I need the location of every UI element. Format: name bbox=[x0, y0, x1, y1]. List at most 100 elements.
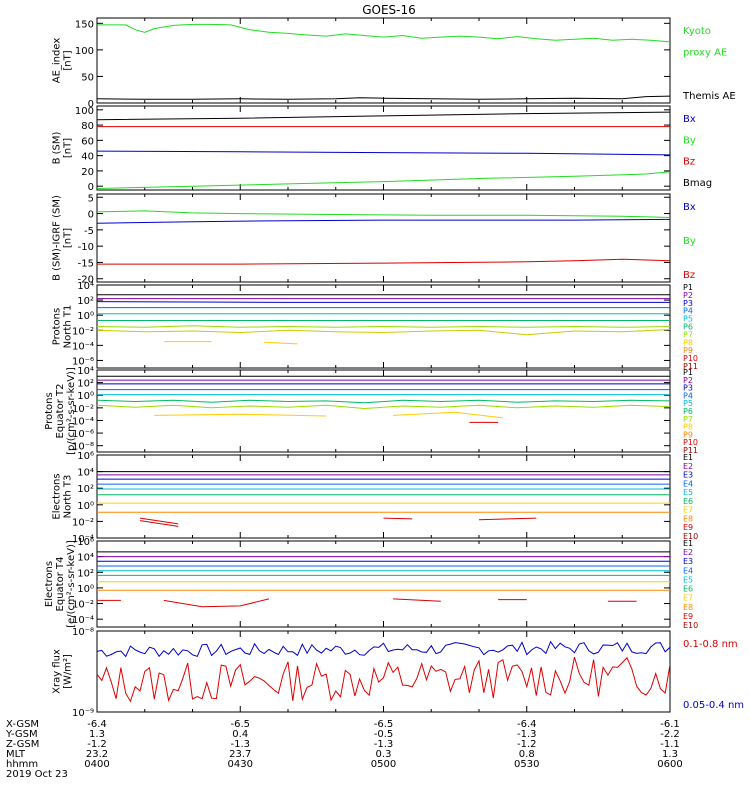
ephemeris-value: -1.3 bbox=[517, 729, 537, 740]
series-line-kyoto-proxy-ae bbox=[97, 23, 670, 43]
y-axis-label: [p/(cm²-s-sr-keV)] bbox=[66, 367, 77, 455]
legend-entry: Themis AE bbox=[682, 91, 736, 102]
series-line-p3 bbox=[97, 301, 670, 303]
y-tick-label: 10⁻² bbox=[72, 326, 94, 337]
y-tick-label: 10⁻² bbox=[72, 404, 94, 415]
y-axis-label: Electrons bbox=[44, 561, 55, 607]
y-tick-label: 10⁻⁴ bbox=[72, 534, 94, 545]
legend-entry: proxy AE bbox=[683, 48, 727, 59]
y-tick-label: 150 bbox=[75, 19, 94, 30]
y-tick-label: 10⁴ bbox=[77, 468, 94, 479]
series-line-by bbox=[97, 210, 670, 218]
y-tick-label: 20 bbox=[81, 167, 94, 178]
series-line-e9 bbox=[139, 517, 179, 525]
series-line-e9 bbox=[478, 517, 537, 521]
legend-entry: E8 bbox=[683, 514, 693, 523]
y-axis-label: North T3 bbox=[63, 475, 74, 519]
series-line-bx bbox=[97, 150, 670, 156]
y-axis-label: North T1 bbox=[63, 305, 74, 349]
series-line-e9 bbox=[393, 598, 441, 602]
y-tick-label: 10⁻⁴ bbox=[72, 416, 94, 427]
y-tick-label: 10⁻⁴ bbox=[72, 341, 94, 352]
y-tick-label: 10⁻⁴ bbox=[72, 615, 94, 626]
ephemeris-value: -1.3 bbox=[374, 739, 394, 750]
y-tick-label: 10⁻⁹ bbox=[72, 708, 94, 719]
legend-entry: P11 bbox=[683, 446, 698, 455]
ephemeris-table: X-GSM -6.4 -6.5 -6.5 -6.4 -6.1 Y-GSM 1.3 0.4 -0.5… bbox=[5, 719, 683, 780]
legend-entry: P6 bbox=[683, 407, 693, 416]
ephemeris-row-label: X-GSM bbox=[6, 719, 39, 730]
panel-pnorth: 10⁴ 10² 10⁰ 10⁻² 10⁻⁴ 10⁻⁶ Protons North T1 P1P2… bbox=[52, 281, 699, 371]
legend-entry: P9 bbox=[683, 346, 693, 355]
ephemeris-value: -1.3 bbox=[230, 739, 250, 750]
y-tick-label: 10⁴ bbox=[77, 553, 94, 564]
ephemeris-row-label: MLT bbox=[6, 749, 26, 760]
y-tick-label: 10⁰ bbox=[77, 311, 94, 322]
legend-entry: E2 bbox=[683, 548, 693, 557]
series-line-p6 bbox=[97, 399, 670, 404]
ephemeris-value: 0530 bbox=[514, 759, 539, 770]
legend-entry: Bx bbox=[683, 202, 696, 213]
y-tick-label: 10⁰ bbox=[77, 584, 94, 595]
series-line-bz bbox=[97, 258, 670, 265]
date-label: 2019 Oct 23 bbox=[6, 769, 68, 780]
y-tick-label: 10⁶ bbox=[77, 537, 94, 548]
series-line-0-1-0-8-nm bbox=[97, 656, 670, 703]
legend-entry: P8 bbox=[683, 423, 693, 432]
panel-frame bbox=[96, 369, 671, 453]
legend-entry: E10 bbox=[683, 621, 698, 630]
legend-entry: P8 bbox=[683, 338, 693, 347]
legend-entry: E1 bbox=[683, 539, 693, 548]
y-tick-label: 10⁰ bbox=[77, 391, 94, 402]
legend-entry: 0.1-0.8 nm bbox=[683, 639, 738, 650]
y-tick-label: 10⁻² bbox=[72, 600, 94, 611]
series-line-bx bbox=[97, 218, 670, 224]
y-axis-label: Equator T2 bbox=[55, 384, 66, 439]
ephemeris-row-label: hhmm bbox=[6, 759, 38, 770]
y-tick-label: 10⁻⁶ bbox=[72, 356, 94, 367]
ephemeris-value: 0430 bbox=[228, 759, 253, 770]
ephemeris-value: -6.4 bbox=[87, 719, 107, 730]
ephemeris-value: 0400 bbox=[84, 759, 109, 770]
ephemeris-value: 0.4 bbox=[232, 729, 248, 740]
legend-entry: P4 bbox=[683, 307, 693, 316]
legend-entry: P3 bbox=[683, 384, 693, 393]
y-axis-label: AE_index bbox=[52, 38, 63, 84]
series-line-p8 bbox=[154, 413, 327, 417]
y-tick-label: 10⁻² bbox=[72, 517, 94, 528]
legend-entry: 0.05-0.4 nm bbox=[683, 700, 744, 711]
ephemeris-row-label: Y-GSM bbox=[5, 729, 38, 740]
ephemeris-value: -0.5 bbox=[374, 729, 394, 740]
legend-entry: E4 bbox=[683, 566, 693, 575]
series-line-0-05-0-4-nm bbox=[97, 640, 670, 658]
y-tick-label: 100 bbox=[75, 46, 94, 57]
y-tick-label: 0 bbox=[88, 182, 94, 193]
y-tick-label: 40 bbox=[81, 152, 94, 163]
legend-entry: P1 bbox=[683, 283, 693, 292]
legend-entry: Bx bbox=[683, 114, 696, 125]
legend-entry: E5 bbox=[683, 488, 693, 497]
legend-entry: E10 bbox=[683, 532, 698, 541]
ephemeris-value: -6.1 bbox=[660, 719, 680, 730]
y-tick-label: 10⁰ bbox=[77, 501, 94, 512]
ephemeris-value: -2.2 bbox=[660, 729, 680, 740]
series-line-themis-ae bbox=[97, 95, 670, 100]
y-tick-label: 0 bbox=[88, 210, 94, 221]
legend-entry: E2 bbox=[683, 462, 693, 471]
y-axis-label: [nT] bbox=[63, 50, 74, 70]
series-line-p8 bbox=[393, 411, 503, 419]
series-line-e9 bbox=[383, 517, 413, 520]
y-tick-label: 50 bbox=[81, 72, 94, 83]
legend-entry: By bbox=[683, 236, 696, 247]
y-tick-label: 60 bbox=[81, 136, 94, 147]
panel-ae: 0 50 100 150 AE_index [nT] Kyoto proxy AE Themis… bbox=[52, 17, 736, 110]
y-axis-label: Xray flux bbox=[52, 649, 63, 694]
legend-entry: P2 bbox=[683, 291, 693, 300]
series-line-p7 bbox=[97, 325, 670, 328]
y-tick-label: 10⁻⁶ bbox=[72, 429, 94, 440]
ephemeris-row-label: Z-GSM bbox=[6, 739, 39, 750]
ephemeris-value: -1.1 bbox=[660, 739, 680, 750]
series-line-p9 bbox=[264, 341, 298, 345]
